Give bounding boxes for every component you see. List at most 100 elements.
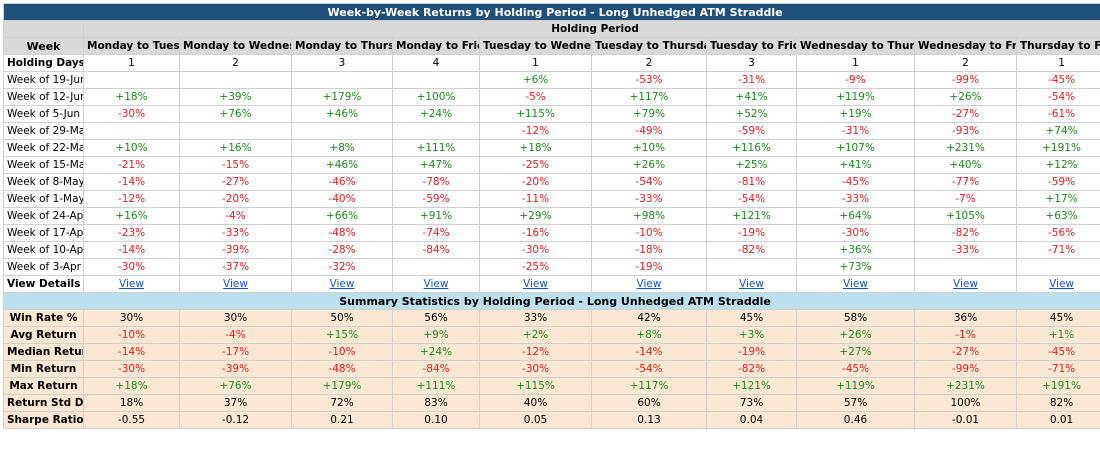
return-cell: +121%	[706, 207, 797, 225]
return-cell: +16%	[83, 207, 180, 225]
return-cell: -32%	[291, 258, 393, 276]
return-cell: +47%	[392, 156, 480, 174]
stat-value: -14%	[591, 343, 707, 361]
stat-value: 0.10	[392, 411, 480, 429]
holding-days-label: Holding Days	[3, 54, 84, 72]
view-details-link[interactable]: View	[223, 277, 248, 290]
table-row: Week of 29-May -12% -49% -59% -31% -93% +74%	[3, 122, 1100, 140]
view-details-cell: View	[83, 275, 180, 293]
stat-value: -4%	[179, 326, 292, 344]
return-cell: -39%	[179, 241, 292, 259]
return-cell: +231%	[914, 139, 1017, 157]
return-cell: +18%	[83, 88, 180, 106]
stat-value: +231%	[914, 377, 1017, 395]
view-details-cell: View	[392, 275, 480, 293]
return-cell: -31%	[706, 71, 797, 89]
return-cell: -56%	[1015, 224, 1100, 242]
return-cell: +63%	[1015, 207, 1100, 225]
stat-value: -12%	[479, 343, 592, 361]
return-cell: -4%	[179, 207, 292, 225]
summary-title: Summary Statistics by Holding Period - L…	[2, 292, 1100, 310]
stat-value: +76%	[179, 377, 292, 395]
stat-label: Avg Return	[3, 326, 84, 344]
stat-value: -99%	[914, 360, 1017, 378]
return-cell: -30%	[796, 224, 915, 242]
week-label: Week of 1-May	[3, 190, 84, 208]
view-details-link[interactable]: View	[423, 277, 449, 290]
return-cell: +111%	[392, 139, 480, 157]
return-cell: -33%	[179, 224, 292, 242]
stat-value: +117%	[591, 377, 707, 395]
summary-title-row: Summary Statistics by Holding Period - L…	[2, 292, 1100, 310]
stat-value: -39%	[179, 360, 292, 378]
return-cell: +41%	[706, 88, 797, 106]
table-row: Week of 19-Jun +6% -53% -31% -9% -99% -45%	[3, 71, 1100, 89]
table-row: Week of 12-Jun +18% +39% +179% +100% -5% +117%…	[3, 88, 1100, 106]
stat-row: Avg Return -10% -4% +15% +9% +2% +8% +3% +26% -1%…	[3, 326, 1100, 344]
return-cell: -10%	[591, 224, 707, 242]
column-header: Wednesday to Friday	[914, 37, 1017, 55]
view-details-link[interactable]: View	[1049, 277, 1074, 290]
return-cell: +100%	[392, 88, 480, 106]
view-details-link[interactable]: View	[953, 277, 978, 290]
view-details-link[interactable]: View	[739, 277, 764, 290]
return-cell: -11%	[479, 190, 592, 208]
return-cell	[291, 71, 393, 89]
view-details-cell: View	[479, 275, 592, 293]
return-cell: -16%	[479, 224, 592, 242]
stat-row: Max Return +18% +76% +179% +111% +115% +117% +1…	[3, 377, 1100, 395]
column-header: Thursday to Friday	[1015, 37, 1100, 55]
return-cell: +98%	[591, 207, 707, 225]
return-cell: -40%	[291, 190, 393, 208]
return-cell: -19%	[591, 258, 707, 276]
stat-value: 18%	[83, 394, 180, 412]
stat-value: -84%	[392, 360, 480, 378]
stat-value: 60%	[591, 394, 707, 412]
return-cell: +46%	[291, 105, 393, 123]
return-cell: -30%	[83, 105, 180, 123]
view-details-cell: View	[591, 275, 707, 293]
stat-value: -30%	[479, 360, 592, 378]
return-cell: +26%	[914, 88, 1017, 106]
view-details-link[interactable]: View	[119, 277, 144, 290]
return-cell: +12%	[1015, 156, 1100, 174]
returns-table: Week-by-Week Returns by Holding Period -…	[2, 3, 1100, 429]
view-details-link[interactable]: View	[329, 277, 355, 290]
return-cell: +18%	[479, 139, 592, 157]
return-cell: -23%	[83, 224, 180, 242]
holding-days-value: 1	[1015, 54, 1100, 72]
return-cell: -14%	[83, 173, 180, 191]
holding-days-value: 4	[392, 54, 480, 72]
return-cell: -49%	[591, 122, 707, 140]
stat-value: 0.04	[706, 411, 797, 429]
stat-value: -30%	[83, 360, 180, 378]
column-header: Tuesday to Wednesday	[479, 37, 592, 55]
stat-value: -14%	[83, 343, 180, 361]
view-details-cell: View	[706, 275, 797, 293]
column-header: Monday to Thursday	[291, 37, 393, 55]
column-header-row: Week Monday to TuesdayMonday to Wednesda…	[3, 37, 1100, 55]
return-cell: -82%	[914, 224, 1017, 242]
return-cell: +41%	[796, 156, 915, 174]
view-details-link[interactable]: View	[636, 277, 662, 290]
stat-value: 30%	[83, 309, 180, 327]
stat-value: -27%	[914, 343, 1017, 361]
stat-value: 33%	[479, 309, 592, 327]
return-cell: -45%	[796, 173, 915, 191]
view-details-link[interactable]: View	[523, 277, 548, 290]
stat-value: +8%	[591, 326, 707, 344]
week-label: Week of 10-Apr	[3, 241, 84, 259]
view-details-link[interactable]: View	[843, 277, 868, 290]
stat-value: -45%	[1015, 343, 1100, 361]
return-cell: -31%	[796, 122, 915, 140]
return-cell: +179%	[291, 88, 393, 106]
return-cell: -30%	[479, 241, 592, 259]
return-cell: +91%	[392, 207, 480, 225]
return-cell	[914, 258, 1017, 276]
stat-value: 0.05	[479, 411, 592, 429]
return-cell: +24%	[392, 105, 480, 123]
return-cell: -45%	[1015, 71, 1100, 89]
return-cell: +79%	[591, 105, 707, 123]
stat-value: 50%	[291, 309, 393, 327]
return-cell	[83, 122, 180, 140]
